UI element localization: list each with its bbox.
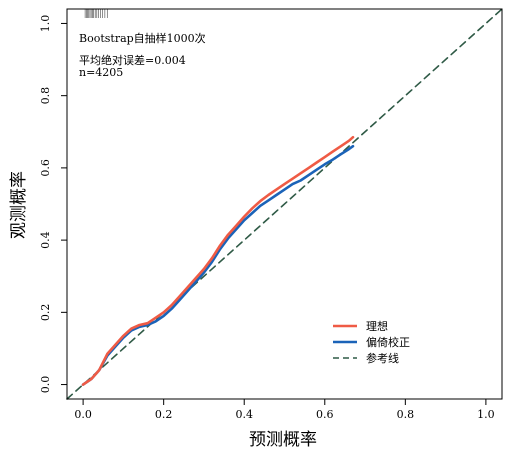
x-tick-label: 0.2 bbox=[155, 408, 173, 421]
y-tick-label: 0.8 bbox=[39, 87, 52, 105]
y-tick-label: 0.4 bbox=[39, 231, 52, 249]
legend: 理想 偏倚校正 参考线 bbox=[333, 319, 410, 365]
x-tick-label: 1.0 bbox=[477, 408, 495, 421]
annotation-n: n=4205 bbox=[79, 66, 123, 79]
series-line-2 bbox=[66, 8, 503, 400]
series-line-1 bbox=[81, 144, 355, 386]
y-tick-label: 0.6 bbox=[39, 159, 52, 177]
annotation-bootstrap: Bootstrap自抽样1000次 bbox=[79, 31, 206, 45]
y-tick-label: 1.0 bbox=[39, 15, 52, 32]
legend-label-reference: 参考线 bbox=[366, 351, 399, 365]
plot-frame bbox=[66, 8, 503, 400]
y-tick-label: 0.0 bbox=[39, 376, 52, 394]
x-axis-title: 预测概率 bbox=[249, 430, 317, 450]
x-tick-label: 0.6 bbox=[316, 408, 334, 421]
x-tick-label: 0.8 bbox=[397, 408, 415, 421]
x-tick-label: 0.4 bbox=[235, 408, 253, 421]
series-line-0 bbox=[81, 135, 355, 386]
y-tick-label: 0.2 bbox=[39, 304, 52, 322]
legend-label-ideal: 理想 bbox=[366, 319, 388, 333]
annotation-mae: 平均绝对误差=0.004 bbox=[79, 53, 186, 67]
legend-label-bias-corrected: 偏倚校正 bbox=[366, 335, 410, 349]
y-axis-title: 观测概率 bbox=[9, 171, 29, 239]
plot-layer bbox=[66, 8, 503, 400]
axes-layer: 0.0 0.2 0.4 0.6 0.8 1.0 0.0 0.2 0.4 0.6 0.8 1.0 bbox=[39, 8, 503, 421]
x-tick-label: 0.0 bbox=[74, 408, 92, 421]
